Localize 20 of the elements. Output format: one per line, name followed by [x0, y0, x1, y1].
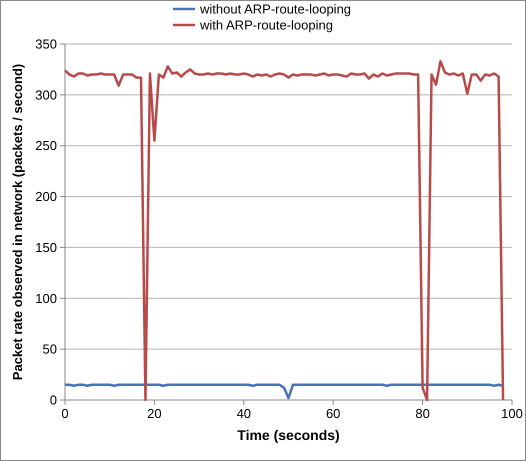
line-series: [64, 60, 504, 402]
x-tick-label: 60: [326, 406, 340, 421]
x-axis-title: Time (seconds): [237, 427, 340, 443]
y-tick-label: 350: [35, 36, 57, 52]
line-series: [64, 383, 504, 400]
legend-label: with ARP-route-looping: [199, 18, 333, 32]
y-tick-label: 200: [35, 189, 57, 204]
x-tick-label: 40: [236, 406, 252, 421]
y-tick-label: 0: [50, 392, 57, 408]
x-tick-label: 0: [61, 406, 69, 421]
y-tick-label: 50: [42, 342, 57, 357]
y-axis-title: Packet rate observed in network (packets / second): [10, 64, 25, 380]
y-tick-label: 250: [35, 138, 57, 154]
x-tick-label: 20: [147, 406, 162, 421]
legend-label: without ARP-route-looping: [199, 2, 352, 16]
x-tick-label: 80: [415, 406, 430, 421]
y-tick-label: 100: [35, 290, 57, 306]
y-tick-label: 150: [35, 240, 57, 255]
y-tick-label: 300: [35, 87, 57, 102]
x-tick-label: 100: [501, 406, 523, 421]
